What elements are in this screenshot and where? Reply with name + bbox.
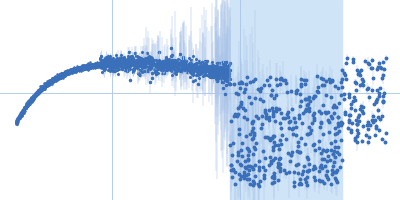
- Bar: [230, 0, 342, 200]
